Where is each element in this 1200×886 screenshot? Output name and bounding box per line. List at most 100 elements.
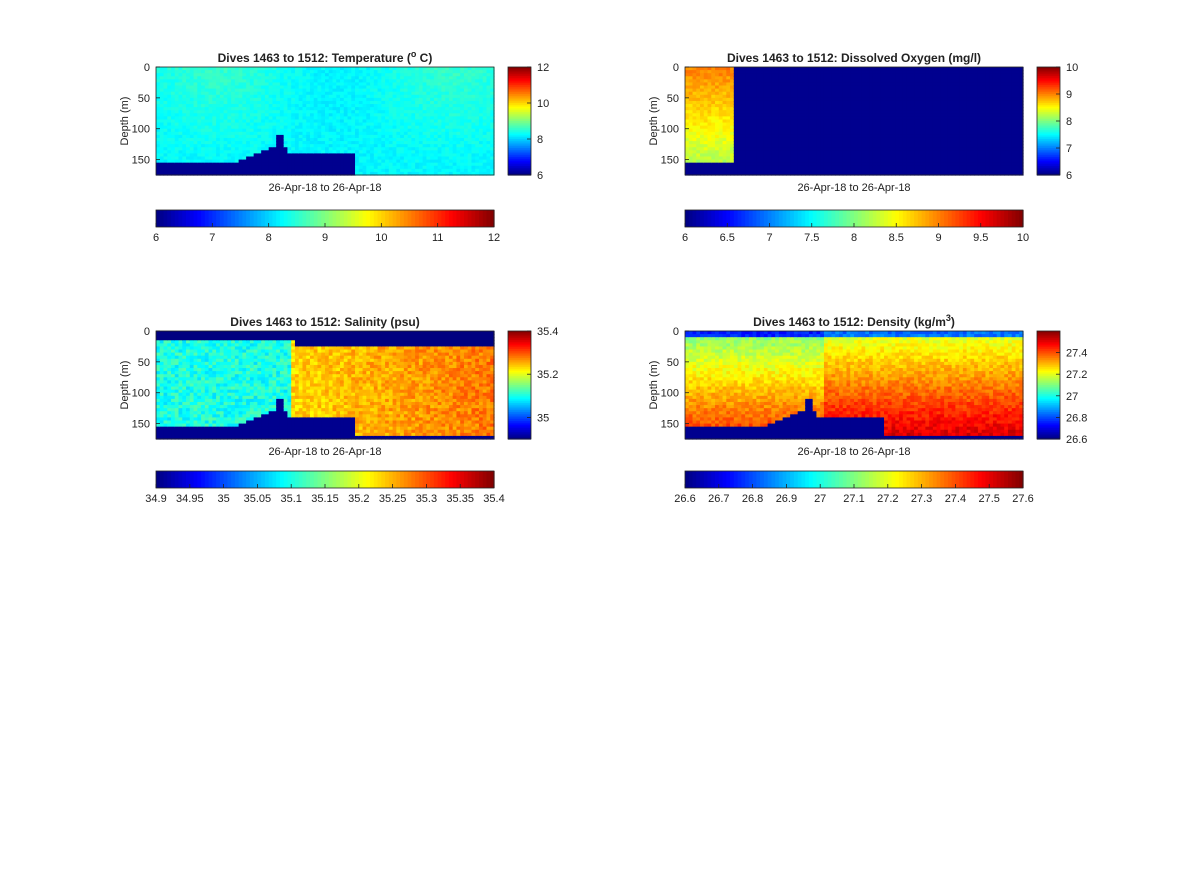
heatmap-cell (249, 156, 255, 161)
heatmap-cell (249, 97, 255, 102)
heatmap-cell (174, 122, 180, 127)
heatmap-cell (407, 171, 412, 176)
heatmap-cell (820, 110, 825, 114)
heatmap-cell (276, 156, 281, 161)
heatmap-cell (775, 73, 780, 77)
heatmap-cell (452, 165, 458, 170)
heatmap-cell (482, 165, 488, 170)
heatmap-cell (411, 159, 416, 164)
heatmap-cell (448, 97, 454, 102)
heatmap-cell (730, 150, 735, 154)
heatmap-cell (696, 125, 701, 130)
heatmap-cell (430, 88, 435, 93)
heatmap-cell (276, 128, 281, 133)
heatmap-cell (272, 122, 277, 127)
heatmap-cell (857, 76, 863, 80)
heatmap-cell (718, 79, 724, 84)
heatmap-cell (370, 85, 375, 90)
heatmap-cell (741, 113, 746, 117)
heatmap-cell (238, 88, 243, 93)
heatmap-cell (696, 73, 701, 77)
heatmap-cell (167, 79, 172, 84)
heatmap-cell (452, 134, 458, 139)
heatmap-cell (261, 76, 266, 80)
heatmap-cell (156, 88, 161, 93)
heatmap-cell (433, 168, 439, 173)
heatmap-cell (793, 134, 799, 139)
heatmap-cell (174, 116, 180, 121)
heatmap-cell (283, 159, 289, 164)
heatmap-cell (343, 116, 349, 121)
heatmap-cell (467, 147, 473, 151)
colorbar-segment (381, 210, 386, 227)
heatmap-cell (328, 116, 334, 121)
heatmap-cell (790, 144, 795, 148)
heatmap-cell (850, 88, 855, 93)
heatmap-cell (268, 110, 274, 114)
heatmap-cell (343, 76, 349, 80)
heatmap-cell (808, 137, 814, 142)
heatmap-cell (718, 97, 724, 102)
heatmap-cell (482, 168, 488, 173)
heatmap-cell (388, 82, 394, 87)
heatmap-cell (216, 137, 221, 142)
heatmap-cell (287, 153, 292, 158)
heatmap-cell (182, 165, 187, 170)
heatmap-cell (189, 171, 195, 176)
heatmap-cell (313, 168, 319, 173)
heatmap-cell (707, 162, 712, 167)
heatmap-cell (467, 88, 473, 93)
heatmap-cell (700, 79, 705, 84)
heatmap-cell (767, 122, 772, 127)
heatmap-cell (373, 150, 379, 154)
heatmap-cell (711, 104, 716, 108)
heatmap-cell (486, 153, 491, 158)
heatmap-cell (433, 73, 439, 77)
heatmap-cell (167, 147, 172, 151)
heatmap-cell (452, 100, 458, 105)
heatmap-cell (313, 97, 319, 102)
heatmap-cell (411, 91, 416, 96)
heatmap-cell (325, 134, 330, 139)
heatmap-cell (362, 110, 367, 114)
heatmap-cell (159, 116, 165, 121)
heatmap-cell (219, 107, 225, 111)
heatmap-cell (366, 67, 371, 71)
heatmap-cell (448, 128, 454, 133)
heatmap-cell (861, 73, 866, 77)
heatmap-cell (272, 131, 277, 136)
heatmap-cell (370, 116, 375, 121)
heatmap-cell (433, 153, 439, 158)
heatmap-cell (812, 144, 818, 148)
heatmap-cell (812, 162, 818, 167)
heatmap-cell (328, 67, 334, 71)
heatmap-cell (366, 156, 371, 161)
heatmap-cell (253, 144, 258, 148)
colorbar-segment (508, 167, 531, 171)
heatmap-cell (771, 137, 776, 142)
heatmap-cell (174, 88, 180, 93)
heatmap-cell (373, 113, 379, 117)
heatmap-cell (775, 76, 780, 80)
heatmap-cell (238, 100, 243, 105)
heatmap-cell (411, 141, 416, 145)
heatmap-cell (715, 165, 720, 170)
heatmap-cell (407, 137, 412, 142)
heatmap-cell (291, 131, 296, 136)
heatmap-cell (298, 88, 304, 93)
heatmap-cell (261, 125, 266, 130)
heatmap-cell (249, 73, 255, 77)
heatmap-cell (276, 100, 281, 105)
heatmap-cell (445, 128, 450, 133)
heatmap-cell (441, 162, 446, 167)
heatmap-cell (238, 94, 243, 99)
heatmap-cell (692, 88, 697, 93)
heatmap-cell (347, 67, 352, 71)
heatmap-cell (745, 134, 750, 139)
heatmap-cell (850, 122, 855, 127)
heatmap-cell (358, 159, 364, 164)
heatmap-cell (685, 107, 690, 111)
heatmap-cell (490, 122, 495, 127)
heatmap-cell (370, 82, 375, 87)
heatmap-cell (490, 141, 495, 145)
